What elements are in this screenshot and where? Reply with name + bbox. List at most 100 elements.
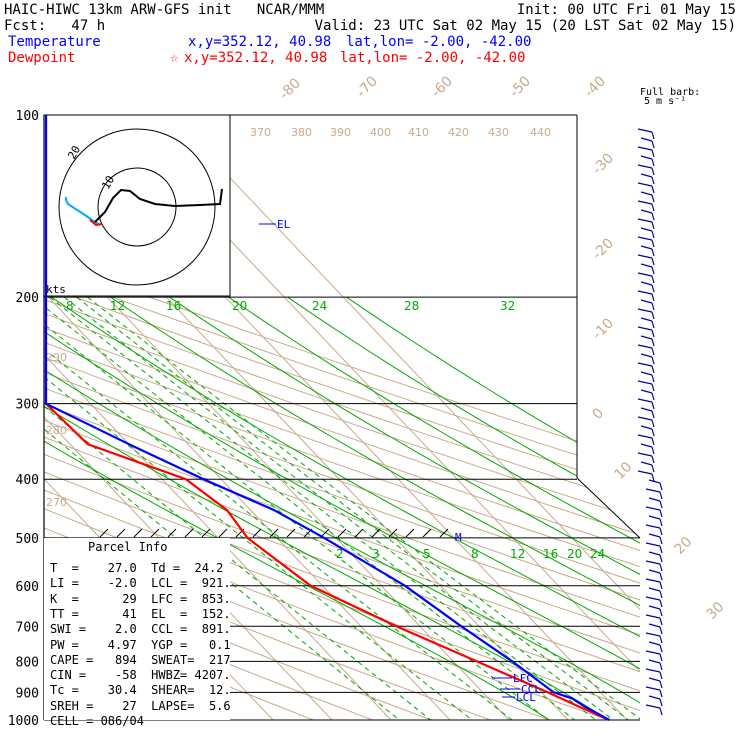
wind-barb-flag — [637, 362, 653, 367]
hatch-mark — [354, 528, 364, 538]
wind-barb-flag — [648, 677, 661, 682]
wind-barb-staff — [651, 446, 655, 455]
header-forecast-hour: Fcst: 47 h — [4, 18, 106, 34]
wind-barb-flag — [645, 686, 661, 691]
wind-barb-flag — [645, 650, 661, 655]
wind-barb-flag — [648, 497, 661, 502]
mixing-ratio-line — [44, 296, 473, 720]
wind-barb-staff — [651, 266, 655, 275]
wind-barb-staff — [659, 536, 663, 545]
wind-barb-flag — [645, 632, 661, 637]
legend-temperature-xy: x,y=352.12, 40.98 — [188, 34, 332, 50]
dry-adiabat-line — [44, 115, 373, 720]
wind-barb-staff — [659, 527, 663, 536]
wind-barb-flag — [637, 164, 653, 169]
theta-label: 400 — [370, 126, 391, 139]
mixing-ratio-line — [87, 296, 640, 720]
wind-barb-flag — [640, 281, 653, 286]
wind-barb-staff — [651, 383, 655, 392]
legend-dewpoint-latlon: lat,lon= -2.00, -42.00 — [340, 50, 526, 66]
isotherm-label: -70 — [354, 73, 381, 100]
legend-dewpoint-xy: x,y=352.12, 40.98 — [184, 50, 328, 66]
dry-adiabat-line — [44, 115, 640, 720]
isotherm-label: 10 — [612, 459, 636, 483]
wind-barb-flag — [640, 443, 653, 448]
wind-barb-staff — [659, 653, 663, 662]
wind-barb-flag — [640, 155, 653, 160]
wind-barb-flag — [648, 551, 661, 556]
parcel-info-row: SWI = 2.0 CCL = 891. — [50, 622, 231, 637]
mixing-ratio-label: 20 — [232, 299, 247, 313]
wind-barb-staff — [651, 248, 655, 257]
wind-barb-staff — [659, 509, 663, 518]
wind-barb-staff — [651, 311, 655, 320]
wind-barb-staff — [659, 608, 663, 617]
hatch-mark — [405, 528, 415, 538]
isotherm-label: 30 — [704, 599, 728, 623]
parcel-info-row: TT = 41 EL = 152. — [50, 606, 231, 621]
wind-barb-flag — [645, 614, 661, 619]
wind-barb-flag — [637, 290, 653, 295]
wind-barb-flag — [637, 398, 653, 403]
wind-barb-flag — [637, 452, 653, 457]
wind-barb-flag — [640, 371, 653, 376]
wind-barb-staff — [651, 437, 655, 446]
wind-barb-flag — [637, 326, 653, 331]
wind-barb-flag — [645, 560, 661, 565]
lcl-marker: LCL — [516, 691, 536, 704]
mixing-ratio-label: 5 — [423, 547, 431, 561]
hatch-mark — [286, 528, 296, 538]
wind-barb-flag — [640, 299, 653, 304]
legend-temperature-latlon: lat,lon= -2.00, -42.00 — [346, 34, 532, 50]
hodograph-ring-outer — [58, 128, 216, 286]
isotherm-line — [44, 115, 510, 720]
wind-barb-flag — [637, 470, 653, 475]
wind-barb-staff — [659, 563, 663, 572]
wind-barb-flag — [645, 506, 661, 511]
wind-barb-staff — [659, 500, 663, 509]
wind-barb-flag — [640, 191, 653, 196]
barb-legend-line1: Full barb: — [640, 87, 700, 98]
theta-label: 430 — [488, 126, 509, 139]
wind-barb-flag — [637, 434, 653, 439]
parcel-info-row: CAPE = 894 SWEAT= 217 — [50, 652, 231, 667]
wind-barb-flag — [645, 524, 661, 529]
wind-barb-staff — [651, 473, 655, 482]
mixing-ratio-label: 12 — [510, 547, 525, 561]
mixing-ratio-label: 8 — [471, 547, 479, 561]
parcel-info-row: SREH = 27 LAPSE= 5.6 — [50, 698, 231, 713]
isotherm-label: 20 — [672, 534, 696, 558]
pressure-label-400: 400 — [16, 473, 39, 488]
barb-legend-line2: 5 m s⁻¹ — [644, 96, 686, 107]
dry-adiabat-line — [44, 115, 640, 720]
wind-barb-flag — [648, 605, 661, 610]
wind-barb-staff — [651, 203, 655, 212]
wind-barb-flag — [637, 236, 653, 241]
wind-barbs — [637, 128, 663, 716]
wind-barb-flag — [637, 254, 653, 259]
ccl-marker: CCL — [521, 683, 541, 696]
hatch-mark — [116, 528, 126, 538]
wind-barb-flag — [648, 515, 661, 520]
wind-barb-flag — [645, 578, 661, 583]
theta-label: 290 — [46, 351, 67, 364]
wind-barb-staff — [651, 455, 655, 464]
isotherm-label: 0 — [590, 405, 608, 423]
mixing-ratio-label: 28 — [404, 299, 419, 313]
dry-adiabat-line — [44, 115, 640, 720]
pressure-label-600: 600 — [16, 580, 39, 595]
moist-adiabat-line — [287, 296, 640, 720]
hatch-mark — [99, 528, 109, 538]
header-valid-time: Valid: 23 UTC Sat 02 May 15 (20 LST Sat … — [314, 18, 736, 34]
wind-barb-staff — [659, 491, 663, 500]
hatch-mark — [184, 528, 194, 538]
wind-barb-staff — [659, 617, 663, 626]
wind-barb-flag — [645, 596, 661, 601]
pressure-label-300: 300 — [16, 398, 39, 413]
wind-barb-staff — [651, 419, 655, 428]
wind-barb-staff — [651, 149, 655, 158]
wind-barb-flag — [648, 533, 661, 538]
wind-barb-flag — [640, 389, 653, 394]
mixing-ratio-label: 16 — [543, 547, 558, 561]
el-marker: EL — [277, 218, 291, 231]
